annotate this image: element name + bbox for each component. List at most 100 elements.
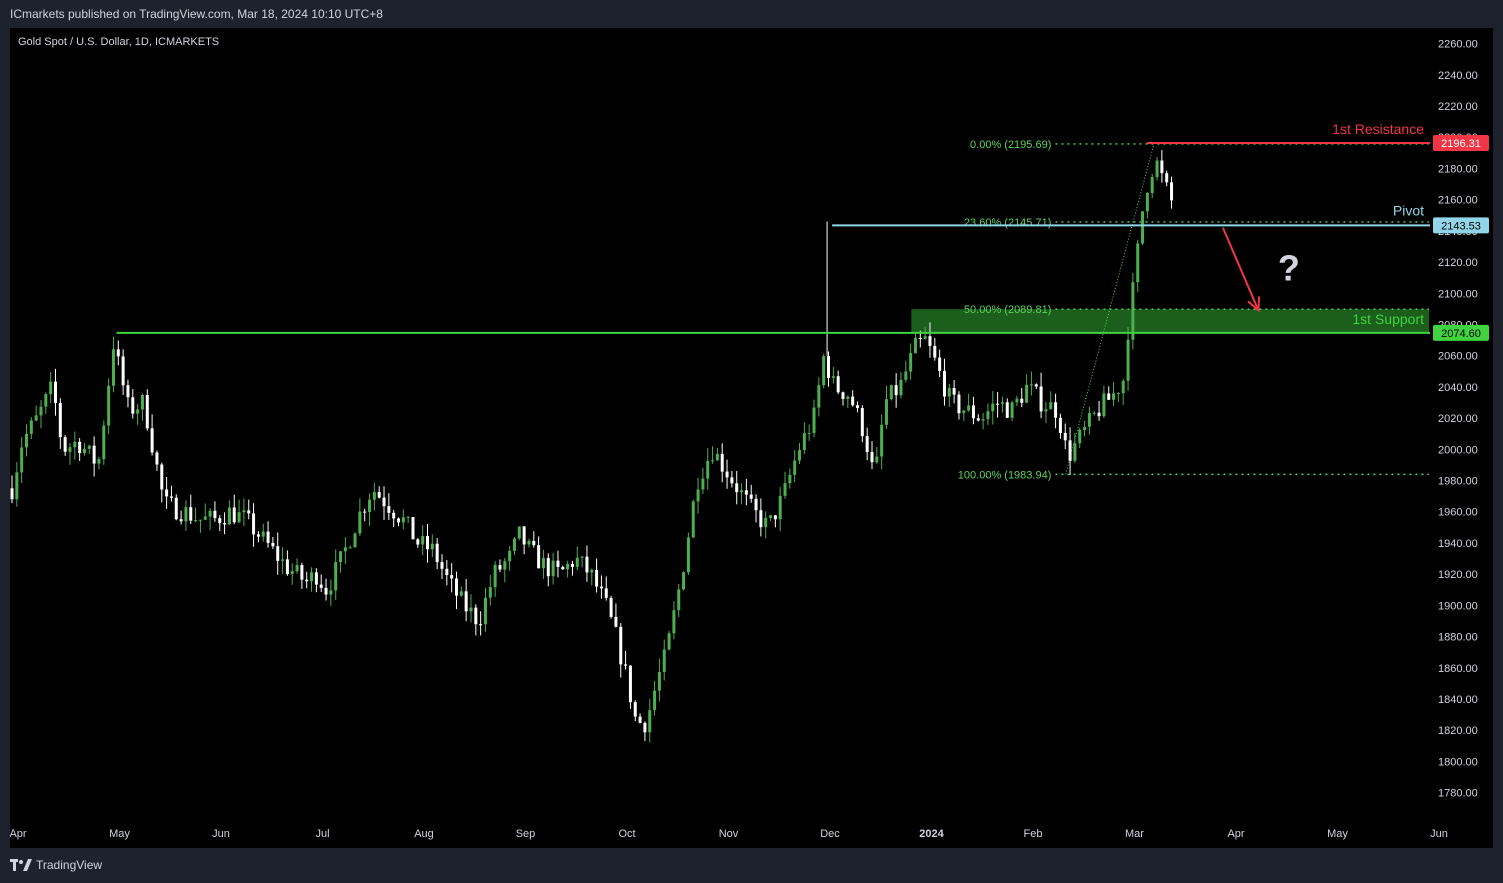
candle-body (469, 607, 473, 612)
candle-body (430, 543, 434, 550)
candle-body (711, 460, 715, 462)
candle-body (696, 489, 700, 502)
candle-body (121, 356, 125, 386)
candle-body (715, 453, 719, 461)
y-tick-label: 1780.00 (1438, 788, 1478, 800)
candle-body (503, 561, 507, 570)
candle-body (1044, 409, 1048, 412)
candle-body (962, 410, 966, 414)
candle-body (29, 420, 33, 434)
candle-body (512, 538, 516, 551)
y-tick-label: 1820.00 (1438, 725, 1478, 737)
x-tick-label: Jul (315, 828, 329, 840)
footer-bar: TradingView (0, 848, 1503, 883)
price-axis[interactable] (1428, 28, 1493, 848)
candle-body (517, 526, 521, 539)
candle-body (372, 492, 376, 500)
price-tag[interactable] (1433, 134, 1489, 151)
candle-body (223, 523, 227, 525)
candle-body (169, 496, 173, 498)
y-tick-label: 1880.00 (1438, 632, 1478, 644)
candle-body (561, 566, 565, 570)
candle-body (986, 411, 990, 420)
candle-body (411, 517, 415, 540)
tradingview-logo[interactable]: TradingView (10, 858, 102, 872)
support-label: 1st Support (1352, 311, 1424, 327)
candle-body (392, 512, 396, 519)
candle-body (10, 488, 14, 500)
candle-body (1092, 412, 1096, 414)
candle-body (227, 507, 231, 525)
candle-body (566, 563, 570, 570)
candle-body (450, 575, 454, 579)
price-chart[interactable]: 2260.002240.002220.002200.002180.002160.… (10, 28, 1493, 848)
candle-body (435, 543, 439, 563)
fib-trend-line (1065, 143, 1155, 475)
candle-body (1165, 173, 1169, 183)
candle-body (1039, 386, 1043, 412)
candle-body (20, 447, 24, 473)
candle-body (1170, 182, 1174, 201)
candle-body (706, 460, 710, 479)
candle-body (281, 559, 285, 561)
candle-body (551, 560, 555, 577)
candle-body (310, 572, 314, 582)
candle-body (145, 395, 149, 429)
candle-body (63, 437, 67, 452)
candle-body (967, 405, 971, 411)
candle-body (633, 702, 637, 717)
candle-body (483, 597, 487, 625)
top-bar: ICmarkets published on TradingView.com, … (0, 0, 1503, 28)
candle-body (58, 402, 62, 438)
candle-body (49, 381, 53, 395)
candle-body (377, 492, 381, 498)
candle-body (343, 547, 347, 552)
candle-body (368, 499, 372, 512)
price-tag[interactable] (1433, 324, 1489, 341)
time-axis[interactable] (10, 816, 1493, 848)
question-mark-annotation: ? (1278, 248, 1300, 289)
candle-body (798, 450, 802, 461)
candle-body (855, 405, 859, 409)
x-tick-label: Feb (1024, 828, 1043, 840)
tradingview-logo-label: TradingView (36, 858, 103, 872)
candle-body (846, 396, 850, 399)
candle-body (237, 512, 241, 523)
candle-body (643, 722, 647, 733)
candle-body (82, 448, 86, 454)
candle-body (242, 510, 246, 513)
x-tick-label: Oct (618, 828, 635, 840)
candle-body (759, 510, 763, 528)
candle-body (884, 399, 888, 425)
y-tick-label: 1840.00 (1438, 694, 1478, 706)
candle-body (464, 591, 468, 612)
candle-body (440, 562, 444, 569)
candle-body (1155, 160, 1159, 178)
chart-area[interactable]: 2260.002240.002220.002200.002180.002160.… (10, 28, 1493, 848)
candle-body (1136, 243, 1140, 283)
fib-level-label: 50.00% (2089.81) (964, 304, 1051, 316)
candle-body (1102, 393, 1106, 417)
support-zone (911, 309, 1429, 333)
candle-body (522, 526, 526, 545)
candle-body (1063, 432, 1067, 441)
candle-body (300, 565, 304, 580)
price-tag[interactable] (1433, 217, 1489, 234)
y-tick-label: 2040.00 (1438, 382, 1478, 394)
candle-body (319, 584, 323, 588)
x-tick-label: Jun (1430, 828, 1448, 840)
candle-body (942, 370, 946, 397)
candle-body (406, 517, 410, 519)
tradingview-logo-icon (10, 859, 32, 871)
candle-body (218, 518, 222, 524)
price-tag-label: 2143.53 (1441, 220, 1481, 232)
candle-body (1058, 417, 1062, 433)
candle-body (841, 392, 845, 399)
candle-body (604, 588, 608, 598)
candle-body (556, 560, 560, 567)
candle-body (1121, 380, 1125, 394)
candle-body (677, 589, 681, 611)
candle-body (740, 490, 744, 493)
candle-body (585, 556, 589, 573)
candle-body (1068, 440, 1072, 461)
